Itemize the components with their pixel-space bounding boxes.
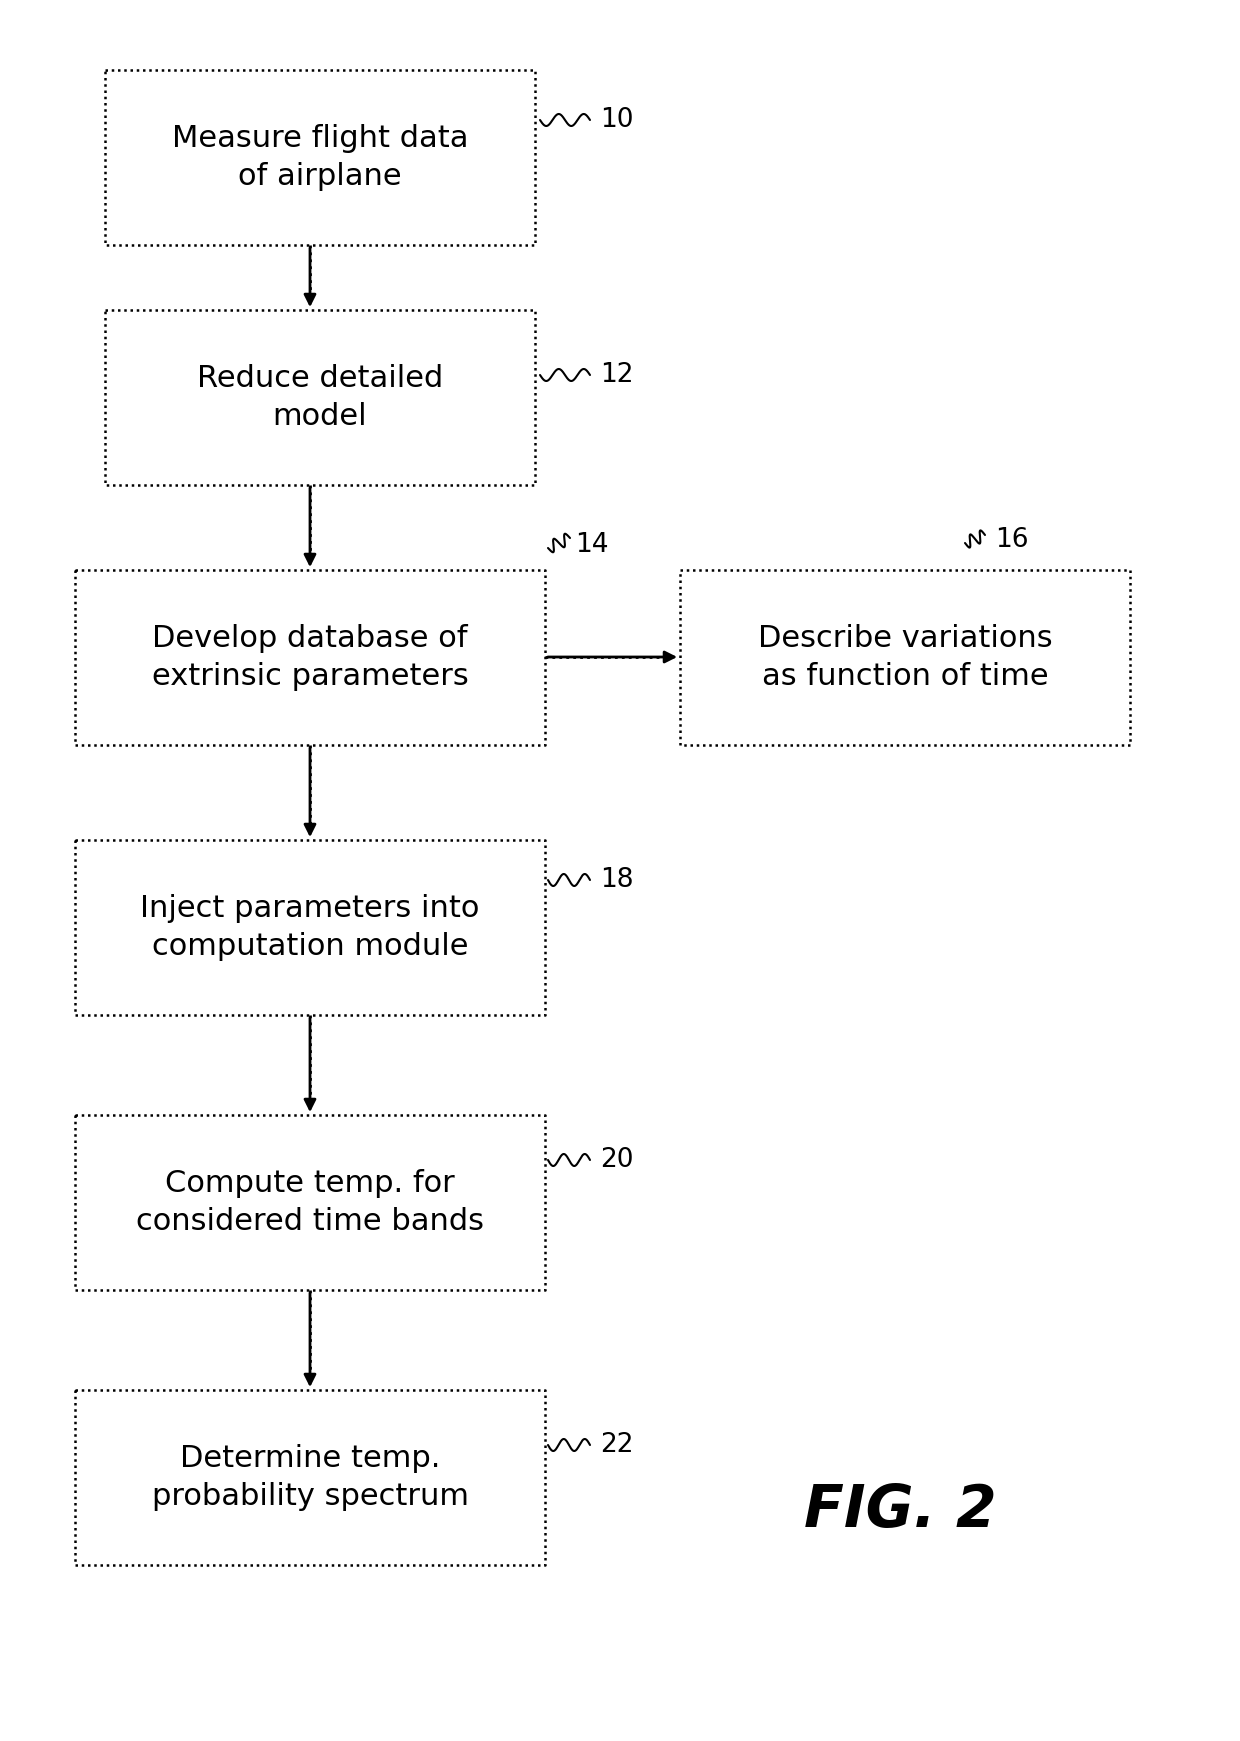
Text: 14: 14 [575, 533, 609, 559]
Text: Determine temp.
probability spectrum: Determine temp. probability spectrum [151, 1443, 469, 1511]
Text: 12: 12 [600, 362, 634, 388]
Text: 10: 10 [600, 106, 634, 132]
Text: Reduce detailed
model: Reduce detailed model [197, 364, 443, 432]
Text: Measure flight data
of airplane: Measure flight data of airplane [172, 124, 469, 192]
Text: 18: 18 [600, 867, 634, 893]
Text: 22: 22 [600, 1433, 634, 1457]
Text: Inject parameters into
computation module: Inject parameters into computation modul… [140, 893, 480, 961]
Text: Compute temp. for
considered time bands: Compute temp. for considered time bands [136, 1168, 484, 1236]
Text: FIG. 2: FIG. 2 [804, 1482, 996, 1539]
Text: Describe variations
as function of time: Describe variations as function of time [758, 623, 1053, 691]
Text: 16: 16 [994, 528, 1028, 554]
Text: Develop database of
extrinsic parameters: Develop database of extrinsic parameters [151, 623, 469, 691]
Text: 20: 20 [600, 1147, 634, 1173]
